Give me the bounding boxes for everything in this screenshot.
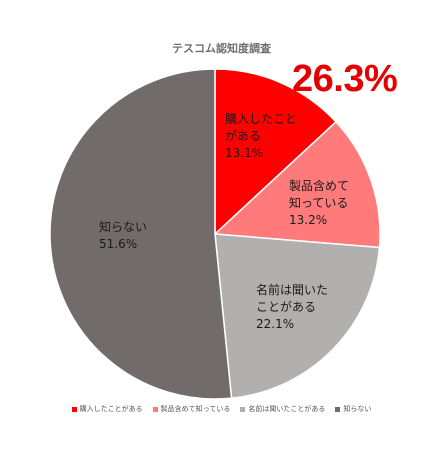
slice-label-value: 22.1% bbox=[256, 317, 295, 331]
legend-swatch bbox=[152, 406, 158, 412]
slice-label-line: 知っている bbox=[289, 196, 349, 210]
slice-label-heard-name: 名前は聞いた ことがある 22.1% bbox=[256, 282, 328, 333]
slice-label-know-products: 製品含めて 知っている 13.2% bbox=[289, 178, 349, 229]
chart-title: テスコム認知度調査 bbox=[172, 42, 271, 55]
slice-label-value: 51.6% bbox=[99, 237, 138, 251]
legend-label: 製品含めて知っている bbox=[160, 405, 231, 413]
slice-label-line: がある bbox=[225, 129, 262, 143]
slice-unknown bbox=[49, 68, 233, 400]
legend-swatch bbox=[71, 406, 77, 412]
legend-item: 製品含めて知っている bbox=[152, 404, 231, 414]
slice-label-value: 13.2% bbox=[289, 213, 328, 227]
legend: 購入したことがある 製品含めて知っている 名前は聞いたことがある 知らない bbox=[0, 404, 443, 414]
legend-item: 名前は聞いたことがある bbox=[240, 404, 325, 414]
legend-label: 名前は聞いたことがある bbox=[248, 405, 326, 413]
slice-label-line: 製品含めて bbox=[289, 179, 350, 193]
legend-item: 知らない bbox=[335, 404, 371, 414]
legend-item: 購入したことがある bbox=[71, 404, 143, 414]
legend-swatch bbox=[335, 406, 341, 412]
slice-label-value: 13.1% bbox=[225, 146, 264, 160]
slice-label-purchased: 購入したこと がある 13.1% bbox=[225, 111, 297, 162]
slice-label-line: 購入したこと bbox=[225, 112, 298, 126]
slice-label-line: 知らない bbox=[99, 220, 148, 234]
slice-know-products bbox=[213, 120, 381, 249]
slice-label-line: 名前は聞いた bbox=[256, 283, 329, 297]
legend-swatch bbox=[240, 406, 246, 412]
legend-label: 知らない bbox=[343, 405, 372, 413]
slice-purchased bbox=[214, 68, 338, 236]
legend-label: 購入したことがある bbox=[79, 405, 143, 413]
slice-label-unknown: 知らない 51.6% bbox=[99, 219, 147, 253]
slice-heard-name bbox=[214, 233, 381, 399]
highlight-percentage: 26.3% bbox=[292, 58, 398, 100]
slice-label-line: ことがある bbox=[256, 300, 317, 314]
